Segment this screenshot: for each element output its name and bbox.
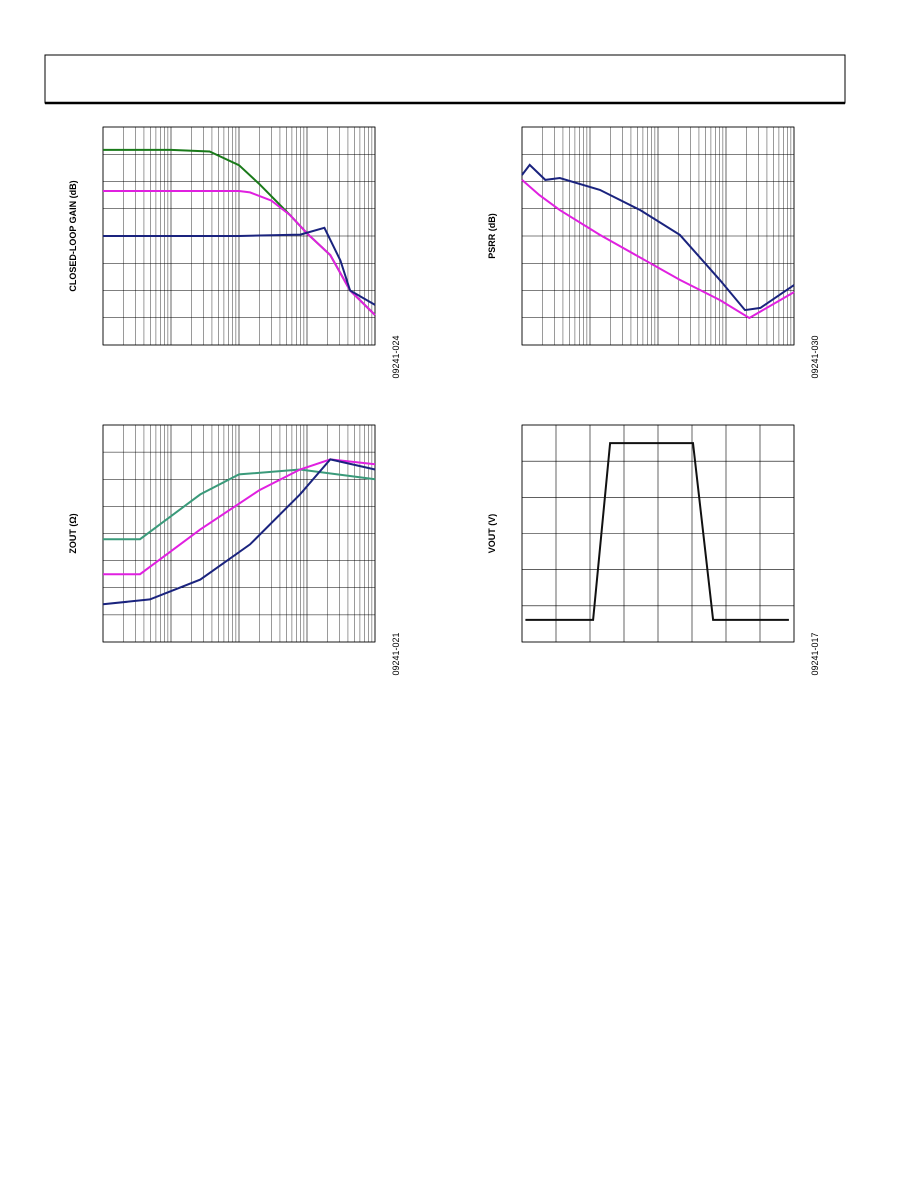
data-line bbox=[103, 468, 376, 541]
data-line bbox=[521, 163, 795, 312]
figure-code: 09241-030 bbox=[810, 335, 820, 378]
figure-code: 09241-021 bbox=[391, 632, 401, 675]
data-line bbox=[102, 458, 376, 606]
data-line bbox=[103, 226, 376, 306]
plot-frame bbox=[521, 424, 795, 643]
data-line bbox=[525, 442, 789, 621]
figure-code: 09241-024 bbox=[391, 335, 401, 378]
plot-frame bbox=[521, 126, 795, 346]
y-axis-label: ZOUT (Ω) bbox=[68, 513, 78, 553]
y-axis-label: VOUT (V) bbox=[487, 514, 497, 554]
data-line bbox=[103, 190, 376, 316]
plot-frame bbox=[102, 424, 376, 643]
data-line bbox=[521, 179, 795, 320]
y-axis-label: PSRR (dB) bbox=[487, 213, 497, 259]
header-box bbox=[44, 54, 846, 104]
figure-code: 09241-017 bbox=[810, 632, 820, 675]
y-axis-label: CLOSED-LOOP GAIN (dB) bbox=[68, 180, 78, 291]
